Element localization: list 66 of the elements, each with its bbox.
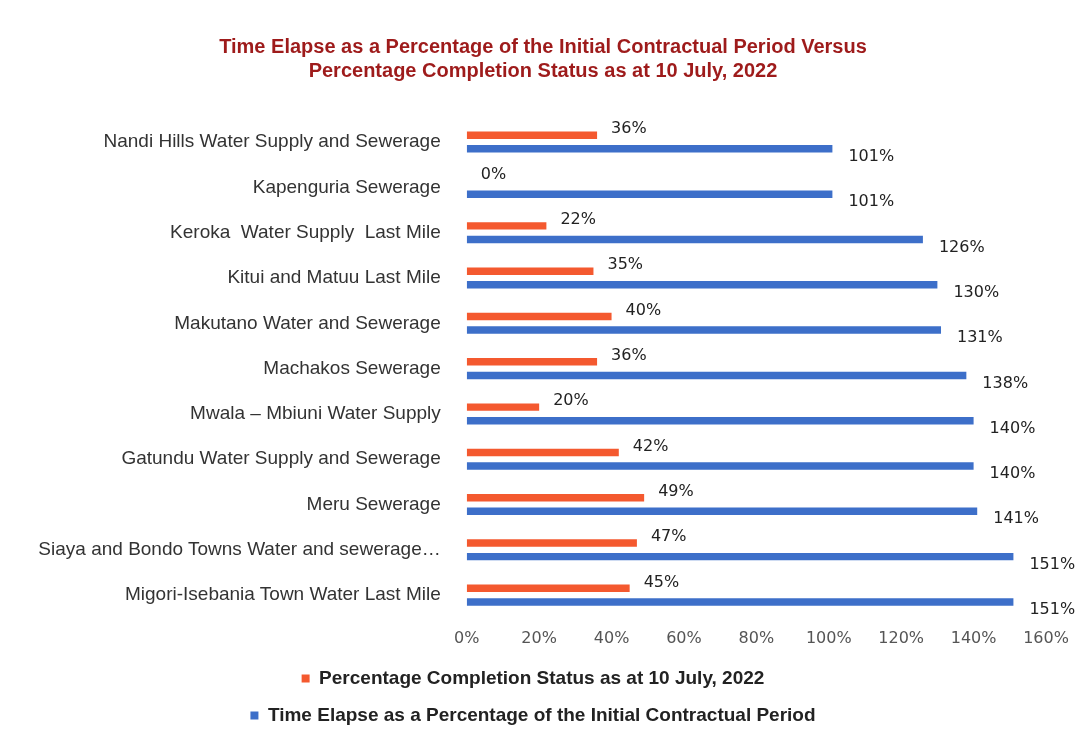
bar <box>466 539 637 547</box>
data-label: 47% <box>650 526 687 546</box>
legend-label: Time Elapse as a Percentage of the Initial Contractual Period <box>267 703 816 725</box>
x-tick-label: 20% <box>521 627 557 647</box>
y-tick-label: Mwala – Mbiuni Water Supply <box>190 402 442 424</box>
data-label: 141% <box>993 508 1039 528</box>
data-label: 140% <box>989 417 1036 437</box>
data-label: 49% <box>658 480 694 500</box>
y-tick-label: Kapenguria Sewerage <box>252 175 441 197</box>
bar <box>466 190 833 198</box>
bar <box>466 403 540 411</box>
data-label: 151% <box>1029 599 1076 619</box>
data-label: 138% <box>982 372 1029 392</box>
y-tick-label: Kitui and Matuu Last Mile <box>227 266 441 288</box>
data-label: 131% <box>957 327 1003 347</box>
bar <box>466 493 645 502</box>
x-tick-label: 120% <box>878 627 925 647</box>
data-label: 36% <box>611 344 647 364</box>
bar <box>466 584 630 593</box>
data-label: 40% <box>625 299 662 319</box>
data-label: 45% <box>643 571 680 591</box>
x-tick-label: 80% <box>738 627 775 647</box>
y-tick-label: Migori-Isebania Town Water Last Mile <box>125 583 441 605</box>
y-tick-label: Keroka Water Supply Last Mile <box>170 220 441 242</box>
x-tick-label: 0% <box>454 627 480 647</box>
bar <box>466 358 598 366</box>
x-tick-label: 40% <box>593 627 630 647</box>
bar <box>466 222 547 230</box>
data-label: 151% <box>1029 553 1076 573</box>
data-label: 42% <box>632 435 669 455</box>
data-label: 22% <box>560 209 596 229</box>
bar <box>466 326 942 334</box>
bar <box>466 416 974 425</box>
bar <box>466 507 978 516</box>
data-label: 140% <box>989 463 1036 483</box>
bar <box>466 371 967 380</box>
data-label: 36% <box>611 118 647 138</box>
bar <box>466 598 1014 606</box>
bar <box>466 462 974 470</box>
data-label: 0% <box>480 163 507 183</box>
bar <box>466 281 938 289</box>
x-tick-label: 160% <box>1023 627 1069 647</box>
bar <box>466 448 619 457</box>
data-label: 35% <box>607 254 644 274</box>
y-tick-label: Siaya and Bondo Towns Water and sewerage… <box>38 538 441 560</box>
y-tick-label: Gatundu Water Supply and Sewerage <box>121 447 441 469</box>
legend-label: Percentage Completion Status as at 10 July, 2022 <box>319 666 765 688</box>
bar <box>466 552 1014 561</box>
bar <box>466 267 594 275</box>
data-label: 130% <box>953 281 1000 301</box>
bar <box>466 312 612 321</box>
y-tick-label: Nandi Hills Water Supply and Sewerage <box>103 130 441 152</box>
x-tick-label: 100% <box>805 627 852 647</box>
x-tick-label: 140% <box>950 627 997 647</box>
data-label: 126% <box>938 236 985 256</box>
y-tick-label: Makutano Water and Sewerage <box>174 311 441 333</box>
chart-title: Time Elapse as a Percentage of the Initial Contractual Period Versus Percentage Completion Status as at 10 July, 2022 <box>218 34 868 83</box>
y-tick-label: Machakos Sewerage <box>263 356 441 378</box>
data-label: 20% <box>553 390 589 410</box>
y-tick-label: Meru Sewerage <box>306 492 441 514</box>
bar <box>466 235 923 244</box>
data-label: 101% <box>848 191 895 211</box>
data-label: 101% <box>848 146 895 166</box>
x-tick-label: 60% <box>666 627 702 647</box>
bar <box>466 131 598 139</box>
bar <box>466 145 833 153</box>
